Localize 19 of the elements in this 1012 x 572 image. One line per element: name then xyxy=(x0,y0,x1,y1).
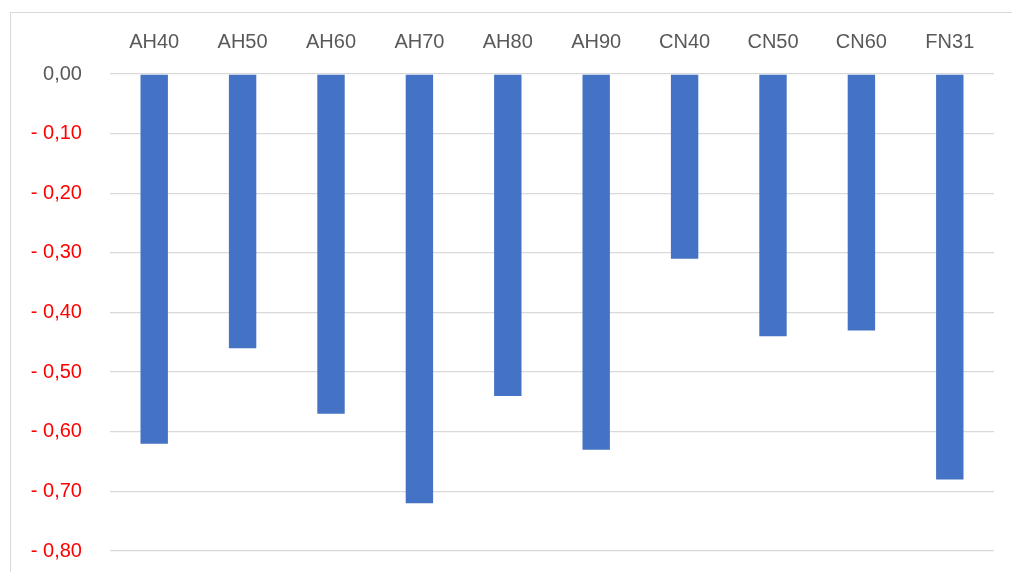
x-tick-label: CN40 xyxy=(659,29,711,52)
x-tick-label: AH60 xyxy=(305,29,357,52)
x-tick-label: AH70 xyxy=(394,29,445,52)
x-tick-label: CN50 xyxy=(747,29,799,52)
y-tick-label: - 0,30 xyxy=(30,240,82,263)
x-tick-label: AH90 xyxy=(571,29,622,52)
y-tick-label: 0,00 xyxy=(43,61,82,84)
y-tick-label: - 0,10 xyxy=(30,121,82,144)
y-tick-label: - 0,70 xyxy=(30,478,82,501)
x-tick-label: AH80 xyxy=(482,29,533,52)
x-tick-label: CN60 xyxy=(835,29,887,52)
y-tick-label: - 0,40 xyxy=(30,300,82,323)
y-tick-label: - 0,20 xyxy=(30,180,82,203)
y-tick-label: - 0,60 xyxy=(30,419,82,442)
x-tick-label: FN31 xyxy=(925,29,975,52)
x-tick-label: AH40 xyxy=(129,29,180,52)
y-tick-label: - 0,50 xyxy=(30,359,82,382)
x-tick-label: AH50 xyxy=(217,29,268,52)
y-tick-label: - 0,80 xyxy=(30,538,82,561)
